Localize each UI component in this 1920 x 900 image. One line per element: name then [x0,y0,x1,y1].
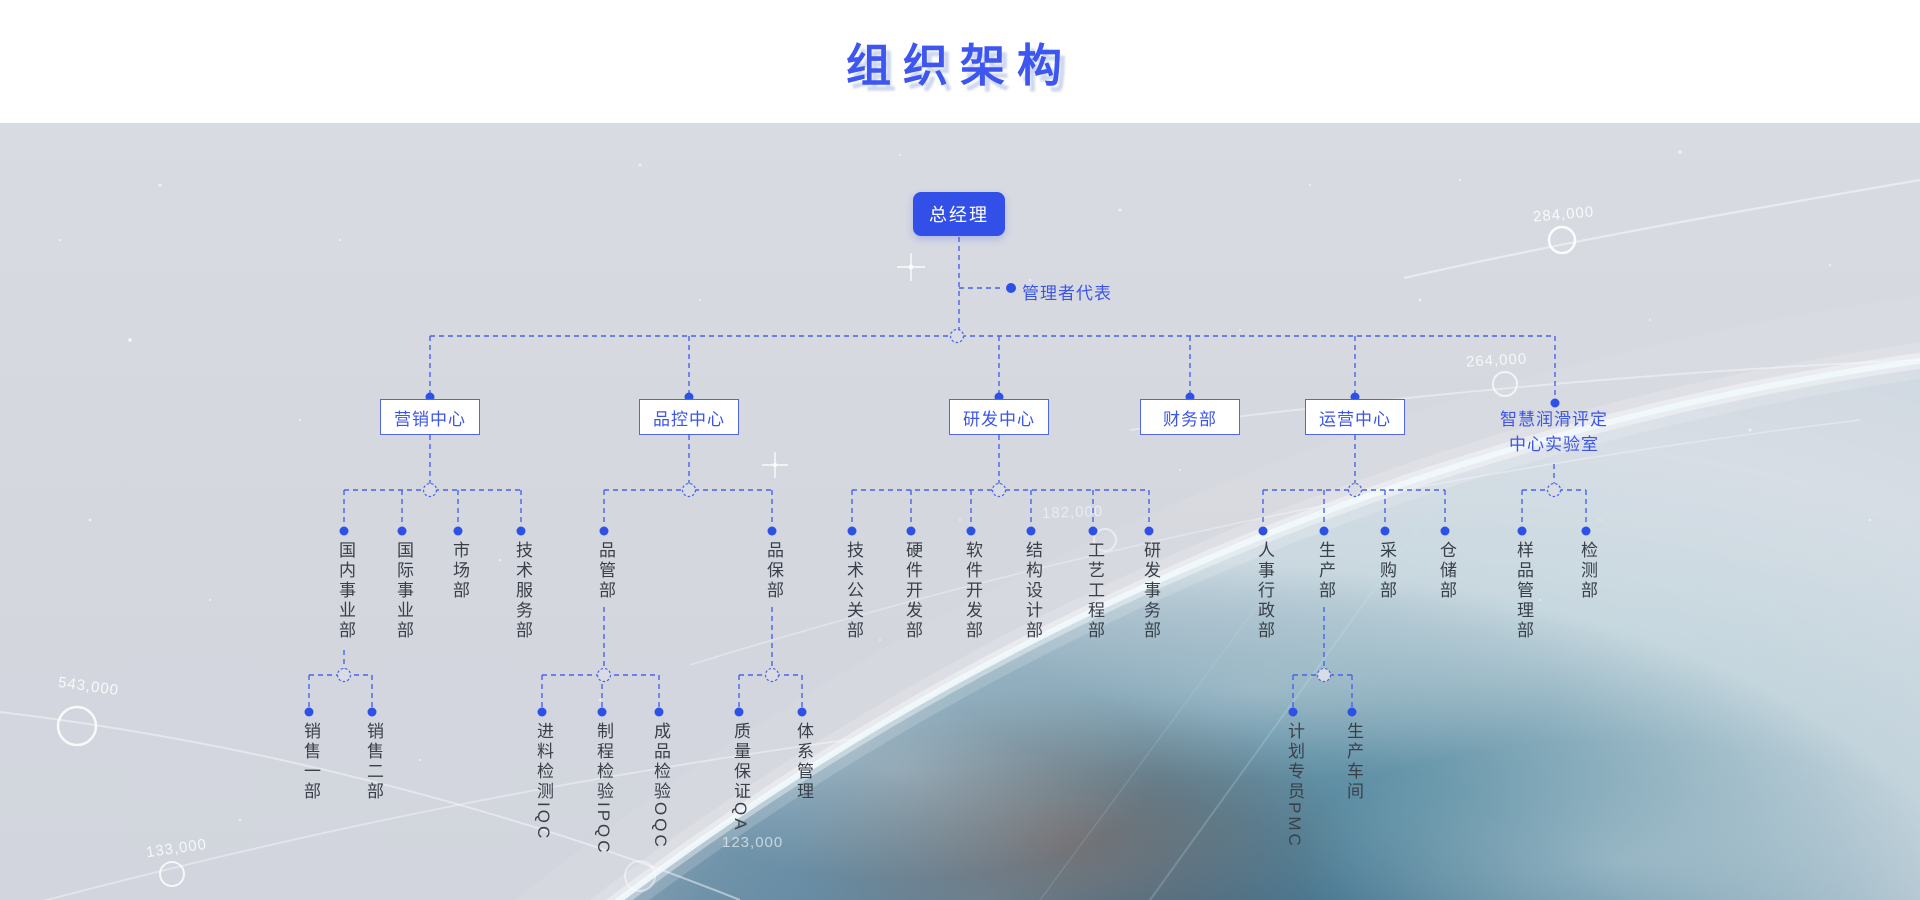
node-sample-mgmt-dept: 样品管理部 [1514,541,1533,641]
node-finance-dept: 财务部 [1140,399,1240,435]
node-structure-design-dept: 结构设计部 [1023,541,1042,641]
content-background [0,123,1920,900]
node-operations-center: 运营中心 [1305,399,1405,435]
node-ipqc: 制程检验IPQC [594,722,613,856]
node-testing-dept: 检测部 [1578,541,1597,601]
node-process-engineering-dept: 工艺工程部 [1085,541,1104,641]
node-software-dev-dept: 软件开发部 [963,541,982,641]
node-smart-lubrication-lab: 智慧润滑评定中心实验室 [1500,410,1608,454]
node-domestic-business-dept: 国内事业部 [336,541,355,641]
node-warehouse-dept: 仓储部 [1437,541,1456,601]
node-general-manager: 总经理 [913,192,1005,236]
node-purchasing-dept: 采购部 [1377,541,1396,601]
node-pmc: 计划专员PMC [1285,722,1304,849]
orbit-label-264000: 264,000 [1465,350,1528,371]
node-oqc: 成品检验OQC [651,722,670,850]
node-quality-mgmt-dept: 品管部 [596,541,615,601]
node-tech-service-dept: 技术服务部 [513,541,532,641]
node-hardware-dev-dept: 硬件开发部 [903,541,922,641]
node-quality-control-center: 品控中心 [639,399,739,435]
orbit-label-123000: 123,000 [722,834,784,851]
node-iqc: 进料检测IQC [534,722,553,842]
node-rd-affairs-dept: 研发事务部 [1141,541,1160,641]
page-header: 组织架构 [0,0,1920,123]
node-tech-pr-dept: 技术公关部 [844,541,863,641]
node-marketing-center: 营销中心 [380,399,480,435]
node-international-business-dept: 国际事业部 [394,541,413,641]
node-rd-center: 研发中心 [949,399,1049,435]
node-quality-assurance-dept: 品保部 [764,541,783,601]
node-sales-dept-2: 销售二部 [364,722,383,802]
node-market-dept: 市场部 [450,541,469,601]
node-hr-admin-dept: 人事行政部 [1255,541,1274,641]
node-management-representative: 管理者代表 [1022,284,1112,303]
node-production-workshop: 生产车间 [1344,722,1363,802]
node-system-mgmt: 体系管理 [794,722,813,802]
node-production-dept: 生产部 [1316,541,1335,601]
page-title: 组织架构 [845,40,1074,91]
node-qa: 质量保证QA [731,722,750,833]
node-sales-dept-1: 销售一部 [301,722,320,802]
orbit-label-182000: 182,000 [1041,502,1104,523]
